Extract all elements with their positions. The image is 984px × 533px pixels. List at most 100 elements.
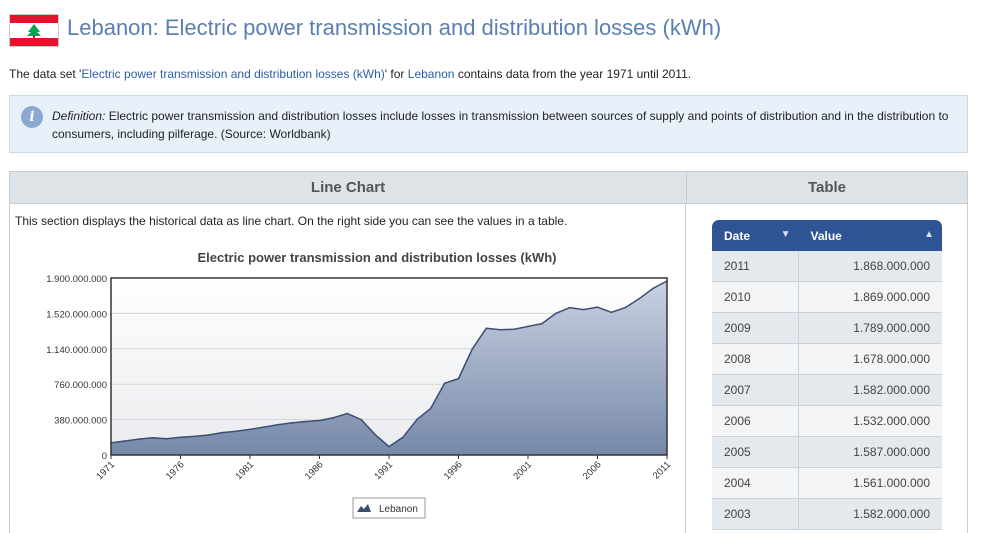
- x-tick-label: 1991: [372, 459, 395, 482]
- y-tick-label: 1.140.000.000: [46, 345, 107, 356]
- data-point: [541, 322, 543, 325]
- legend-label: Lebanon: [379, 504, 418, 515]
- data-point: [346, 412, 349, 415]
- table-row: 2008 1.678.000.000: [712, 343, 942, 375]
- definition-text: Definition: Electric power transmission …: [52, 109, 949, 141]
- section-description: This section displays the historical dat…: [15, 214, 568, 228]
- table-row: 2006 1.532.000.000: [712, 405, 942, 437]
- data-point: [332, 416, 335, 419]
- data-point: [165, 437, 168, 440]
- x-tick-label: 2001: [511, 459, 534, 482]
- x-tick-label: 2011: [651, 459, 673, 481]
- data-point: [277, 423, 279, 426]
- row-date: 2009: [712, 312, 799, 344]
- table-row: 2009 1.789.000.000: [712, 312, 942, 344]
- y-tick-label: 1.520.000.000: [46, 309, 107, 320]
- data-point: [527, 325, 529, 328]
- data-point: [499, 328, 502, 331]
- country-link[interactable]: Lebanon: [407, 67, 455, 81]
- data-point: [290, 422, 293, 424]
- row-value: 1.868.000.000: [798, 251, 942, 282]
- value-column-header[interactable]: Value ▲: [798, 220, 942, 251]
- series-area-lebanon: [111, 280, 667, 455]
- data-table: Date ▼ Value ▲ 2011 1.868.000.000 2010 1.869.…: [712, 220, 942, 530]
- data-point: [138, 438, 140, 440]
- data-point: [443, 382, 446, 385]
- page-title: Lebanon: Electric power transmission and…: [67, 15, 722, 40]
- row-value: 1.869.000.000: [798, 281, 942, 313]
- row-value: 1.582.000.000: [798, 498, 942, 530]
- data-point: [235, 430, 237, 433]
- row-date: 2008: [712, 343, 799, 375]
- table-row: 2011 1.868.000.000: [712, 251, 942, 282]
- row-date: 2011: [712, 251, 799, 282]
- data-point: [596, 306, 599, 308]
- data-point: [388, 445, 390, 448]
- sort-both-icon[interactable]: ▲: [924, 228, 934, 240]
- intro-text: The data set 'Electric power transmissio…: [9, 67, 692, 81]
- row-value: 1.532.000.000: [798, 405, 942, 437]
- data-point: [638, 297, 640, 300]
- y-tick-label: 1.900.000.000: [46, 274, 107, 285]
- data-point: [304, 420, 307, 423]
- row-date: 2003: [712, 498, 799, 530]
- data-point: [485, 327, 488, 330]
- row-date: 2007: [712, 374, 799, 406]
- y-tick-label: 0: [102, 451, 107, 462]
- data-point: [568, 306, 571, 309]
- data-point: [555, 312, 557, 315]
- data-point: [610, 311, 613, 314]
- data-point: [374, 433, 376, 436]
- x-tick-label: 1971: [94, 459, 117, 482]
- data-point: [416, 418, 418, 421]
- table-panel: [686, 203, 968, 533]
- sort-desc-icon[interactable]: ▼: [780, 228, 791, 240]
- data-point: [193, 435, 196, 438]
- data-point: [151, 436, 154, 439]
- row-value: 1.587.000.000: [798, 436, 942, 468]
- table-row: 2004 1.561.000.000: [712, 467, 942, 499]
- row-date: 2006: [712, 405, 799, 437]
- line-chart: Electric power transmission and distribu…: [46, 250, 673, 519]
- row-value: 1.789.000.000: [798, 312, 942, 344]
- data-point: [179, 436, 182, 439]
- chart-title: Electric power transmission and distribu…: [197, 250, 556, 265]
- y-tick-label: 380.000.000: [54, 416, 107, 427]
- data-point: [429, 407, 432, 410]
- data-point: [318, 419, 321, 422]
- data-point: [471, 348, 474, 350]
- row-value: 1.582.000.000: [798, 374, 942, 406]
- x-tick-label: 1996: [442, 459, 465, 482]
- data-point: [402, 436, 404, 439]
- y-tick-label: 760.000.000: [54, 380, 107, 391]
- row-date: 2010: [712, 281, 799, 313]
- data-point: [207, 434, 210, 436]
- line-chart-header: Line Chart: [9, 171, 687, 204]
- row-date: 2004: [712, 467, 799, 499]
- date-column-header[interactable]: Date ▼: [712, 220, 799, 251]
- data-point: [249, 428, 251, 431]
- table-row: 2007 1.582.000.000: [712, 374, 942, 406]
- data-point: [652, 287, 654, 290]
- legend-area-icon: [357, 504, 371, 512]
- table-row: 2010 1.869.000.000: [712, 281, 942, 313]
- data-point: [221, 431, 223, 434]
- table-row: 2005 1.587.000.000: [712, 436, 942, 468]
- row-date: 2005: [712, 436, 799, 468]
- x-tick-label: 1981: [233, 459, 256, 482]
- table-header: Table: [686, 171, 968, 204]
- dataset-link[interactable]: Electric power transmission and distribu…: [81, 67, 385, 81]
- info-icon: i: [21, 106, 43, 128]
- data-point: [457, 377, 460, 380]
- row-value: 1.678.000.000: [798, 343, 942, 375]
- data-point: [263, 426, 265, 428]
- data-point: [513, 328, 515, 331]
- table-row: 2003 1.582.000.000: [712, 498, 942, 530]
- line-chart-panel: [9, 203, 686, 533]
- lebanon-flag: [9, 14, 59, 47]
- row-value: 1.561.000.000: [798, 467, 942, 499]
- x-tick-label: 1976: [164, 459, 187, 482]
- definition-box: i Definition: Electric power transmissio…: [9, 95, 968, 153]
- data-point: [360, 418, 363, 421]
- cedar-icon: [27, 23, 41, 38]
